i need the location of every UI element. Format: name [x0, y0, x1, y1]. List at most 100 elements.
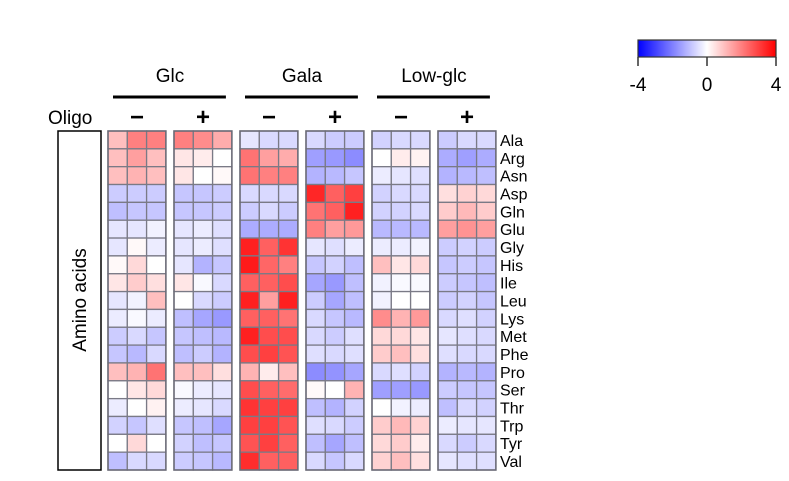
heatmap-cell — [145, 183, 167, 204]
heatmap-cell — [192, 451, 214, 471]
heatmap-cell — [107, 148, 128, 168]
heatmap-cell — [437, 380, 458, 400]
heatmap-cell — [192, 237, 214, 257]
heatmap-cell — [239, 273, 260, 293]
heatmap-cell — [126, 308, 148, 328]
heatmap-cell — [239, 237, 260, 257]
heatmap-cell — [409, 273, 431, 293]
heatmap-cell — [305, 290, 326, 311]
heatmap-cell — [390, 451, 412, 471]
heatmap-cell — [390, 397, 412, 418]
heatmap-cell — [371, 433, 392, 453]
heatmap-cell — [277, 130, 299, 150]
heatmap-cell — [277, 326, 299, 346]
heatmap-cell — [305, 451, 326, 471]
heatmap-cell — [456, 380, 478, 400]
heatmap-cell — [258, 237, 280, 257]
heatmap-cell — [475, 183, 497, 204]
heatmap-cell — [192, 415, 214, 435]
heatmap-cell — [258, 255, 280, 275]
heatmap-cell — [305, 433, 326, 453]
heatmap-cell — [145, 290, 167, 311]
heatmap-cell — [145, 308, 167, 328]
heatmap-cell — [390, 380, 412, 400]
heatmap-cell — [343, 237, 365, 257]
heatmap-cell — [258, 326, 280, 346]
heatmap-cell — [456, 308, 478, 328]
heatmap-cell — [409, 237, 431, 257]
heatmap-cell — [277, 380, 299, 400]
heatmap-cell — [390, 344, 412, 364]
heatmap-cell — [456, 166, 478, 186]
heatmap-cell — [437, 130, 458, 150]
heatmap-cell — [456, 219, 478, 239]
heatmap-cell — [239, 148, 260, 168]
condition-label: − — [262, 104, 276, 131]
heatmap-cell — [173, 433, 194, 453]
heatmap-cell — [192, 290, 214, 311]
heatmap-cell — [305, 344, 326, 364]
heatmap-cell — [173, 219, 194, 239]
heatmap-cell — [258, 166, 280, 186]
heatmap-cell — [456, 362, 478, 382]
heatmap-cell — [371, 255, 392, 275]
heatmap-cell — [277, 273, 299, 293]
heatmap-cell — [126, 183, 148, 204]
heatmap-cell — [173, 273, 194, 293]
heatmap-cell — [258, 362, 280, 382]
heatmap-cell — [277, 433, 299, 453]
heatmap-cell — [258, 344, 280, 364]
heatmap-cell — [126, 148, 148, 168]
heatmap-cell — [343, 183, 365, 204]
heatmap-cell — [277, 219, 299, 239]
heatmap-cell — [107, 273, 128, 293]
heatmap-cell — [173, 183, 194, 204]
heatmap-cell — [437, 326, 458, 346]
heatmap-cell — [390, 237, 412, 257]
group-headers: Glc Gala Low-glc — [113, 66, 490, 99]
heatmap-cell — [324, 415, 346, 435]
block-outline — [107, 130, 167, 471]
heatmap-cell — [305, 166, 326, 186]
heatmap-cell — [239, 130, 260, 150]
heatmap-cell — [258, 273, 280, 293]
heatmap-cell — [409, 362, 431, 382]
condition-labels: − + − + − + — [130, 104, 474, 131]
heatmap-cell — [324, 201, 346, 221]
heatmap-cell — [475, 344, 497, 364]
heatmap-cell — [371, 166, 392, 186]
heatmap-cell — [211, 148, 233, 168]
heatmap-cell — [409, 148, 431, 168]
legend-colorbar — [637, 39, 777, 58]
heatmap-cell — [305, 397, 326, 418]
heatmap-cell — [107, 451, 128, 471]
heatmap-cell — [107, 290, 128, 311]
heatmap-cell — [277, 183, 299, 204]
heatmap-cell — [343, 255, 365, 275]
heatmap-cell — [192, 433, 214, 453]
row-axis-label: Amino acids — [70, 248, 91, 352]
heatmap-cell — [305, 308, 326, 328]
heatmap-cell — [258, 219, 280, 239]
heatmap-cell — [126, 237, 148, 257]
row-label: Thr — [500, 401, 525, 418]
row-label: Phe — [500, 347, 529, 364]
heatmap-cells — [107, 130, 497, 471]
heatmap-cell — [107, 308, 128, 328]
heatmap-cell — [211, 344, 233, 364]
heatmap-cell — [409, 255, 431, 275]
heatmap-cell — [475, 326, 497, 346]
heatmap-cell — [456, 183, 478, 204]
heatmap-cell — [409, 130, 431, 150]
heatmap-cell — [324, 166, 346, 186]
heatmap-cell — [324, 148, 346, 168]
heatmap-cell — [456, 451, 478, 471]
heatmap-cell — [126, 273, 148, 293]
heatmap-cell — [343, 219, 365, 239]
block-outline — [173, 130, 233, 471]
heatmap-cell — [324, 255, 346, 275]
heatmap-cell — [475, 451, 497, 471]
heatmap-cell — [126, 201, 148, 221]
heatmap-cell — [239, 433, 260, 453]
heatmap-cell — [409, 415, 431, 435]
